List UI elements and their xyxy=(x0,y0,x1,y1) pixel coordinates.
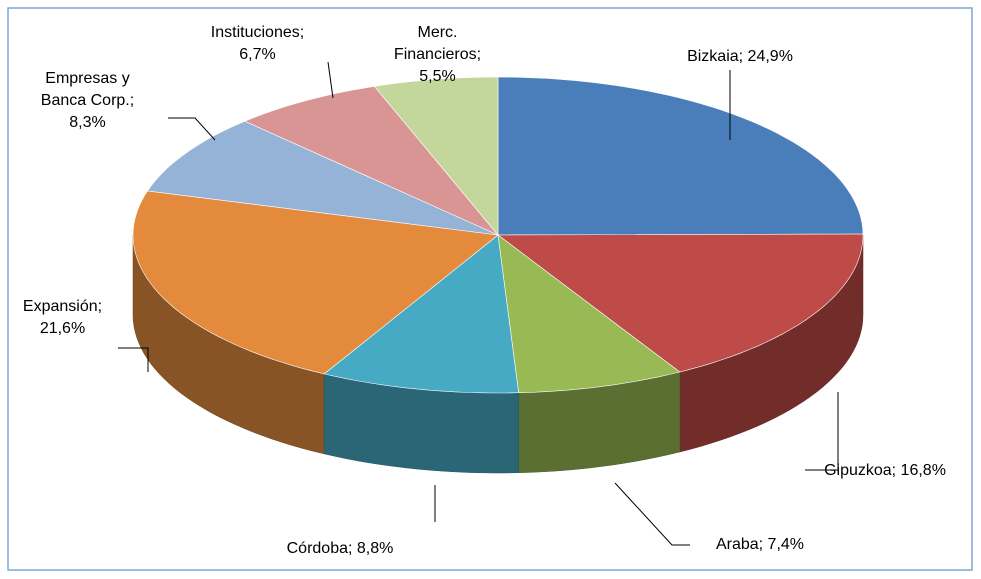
pie-slice xyxy=(244,85,499,236)
pie-sides xyxy=(132,234,864,474)
leader-line xyxy=(805,392,839,471)
data-label: Gipuzkoa; 16,8% xyxy=(824,462,946,479)
pie-slice xyxy=(373,76,499,236)
pie-slice xyxy=(497,234,681,394)
data-label: Empresas y Banca Corp.; 8,3% xyxy=(40,70,135,131)
leader-line xyxy=(168,117,216,141)
pie-slice xyxy=(497,76,864,236)
leader-line xyxy=(614,482,690,546)
data-label: Araba; 7,4% xyxy=(715,536,805,553)
data-label: Expansión; 21,6% xyxy=(22,298,103,337)
pie-slice xyxy=(146,120,499,236)
leader-line xyxy=(118,347,149,372)
pie-slice xyxy=(323,234,519,394)
data-label: Merc. Financieros; 5,5% xyxy=(393,24,482,85)
pie-slice xyxy=(132,190,499,375)
pie-tops xyxy=(132,76,864,394)
data-label: Bizkaia; 24,9% xyxy=(687,48,793,65)
pie-slice xyxy=(497,233,864,373)
data-label: Córdoba; 8,8% xyxy=(286,540,394,557)
leader-lines xyxy=(118,61,839,546)
leader-line xyxy=(327,61,334,99)
data-label: Instituciones; 6,7% xyxy=(210,24,305,63)
